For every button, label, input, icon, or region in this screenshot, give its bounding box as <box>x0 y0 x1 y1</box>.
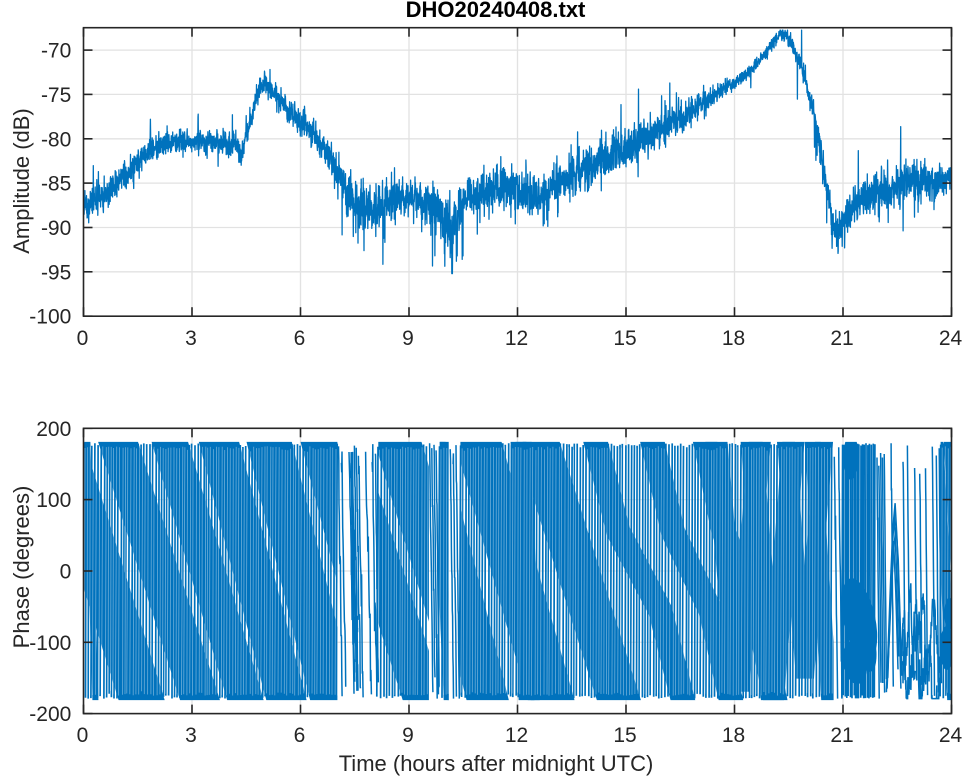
svg-text:-85: -85 <box>41 173 71 196</box>
svg-text:Phase (degrees): Phase (degrees) <box>9 486 34 649</box>
svg-text:0: 0 <box>77 724 89 747</box>
svg-text:9: 9 <box>402 724 414 747</box>
svg-text:DHO20240408.txt: DHO20240408.txt <box>406 0 586 22</box>
svg-text:15: 15 <box>613 724 636 747</box>
svg-text:Amplitude (dB): Amplitude (dB) <box>9 108 34 254</box>
svg-text:-100: -100 <box>29 306 71 329</box>
svg-text:-100: -100 <box>29 632 71 655</box>
svg-text:0: 0 <box>77 327 89 350</box>
svg-text:-75: -75 <box>41 84 71 107</box>
svg-text:18: 18 <box>722 724 745 747</box>
svg-text:18: 18 <box>722 327 745 350</box>
svg-text:12: 12 <box>505 327 528 350</box>
svg-text:Time (hours after midnight UTC: Time (hours after midnight UTC) <box>339 751 654 776</box>
svg-text:100: 100 <box>36 489 71 512</box>
svg-text:-90: -90 <box>41 217 71 240</box>
svg-text:3: 3 <box>185 327 197 350</box>
svg-text:-70: -70 <box>41 40 71 63</box>
svg-text:-95: -95 <box>41 261 71 284</box>
svg-text:3: 3 <box>185 724 197 747</box>
svg-text:24: 24 <box>939 327 963 350</box>
svg-text:15: 15 <box>613 327 636 350</box>
svg-text:-200: -200 <box>29 703 71 726</box>
svg-text:-80: -80 <box>41 128 71 151</box>
svg-text:6: 6 <box>294 327 306 350</box>
svg-text:21: 21 <box>830 327 853 350</box>
svg-text:24: 24 <box>939 724 963 747</box>
svg-text:9: 9 <box>402 327 414 350</box>
svg-text:21: 21 <box>830 724 853 747</box>
svg-text:6: 6 <box>294 724 306 747</box>
svg-text:12: 12 <box>505 724 528 747</box>
svg-text:0: 0 <box>60 561 72 584</box>
svg-text:200: 200 <box>36 418 71 441</box>
